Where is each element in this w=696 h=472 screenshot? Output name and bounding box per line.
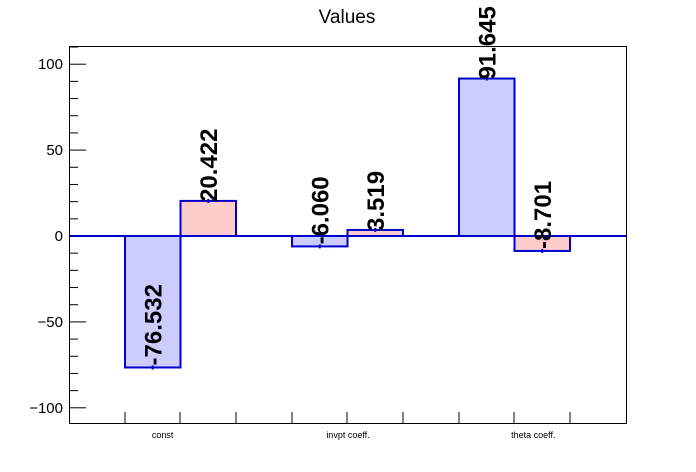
y-tick-label: 100 [38,56,63,73]
data-label: -76.532 [141,284,168,365]
x-category-label: const [152,430,174,440]
x-category-label: invpt coeff. [326,430,369,440]
chart-title: Values [319,7,376,28]
x-axis: const invpt coeff. theta coeff. [124,412,571,440]
data-label: 20.422 [196,129,223,202]
data-label: -6.060 [308,176,335,244]
y-tick-label: 50 [46,142,63,159]
bar [458,77,516,237]
data-label: 91.645 [475,6,502,79]
y-tick-label: −100 [29,400,63,417]
bars [124,76,571,370]
data-labels: -76.532 -6.060 91.645 20.422 3.519 -8.701 [141,6,558,365]
y-tick-label: 0 [55,228,63,245]
plot-frame [69,46,627,424]
data-label: 3.519 [363,171,390,231]
x-category-label: theta coeff. [511,430,555,440]
y-axis: 100 50 0 −50 −100 [29,46,86,417]
bar [179,199,237,238]
data-label: -8.701 [530,181,557,249]
y-tick-label: −50 [38,314,63,331]
